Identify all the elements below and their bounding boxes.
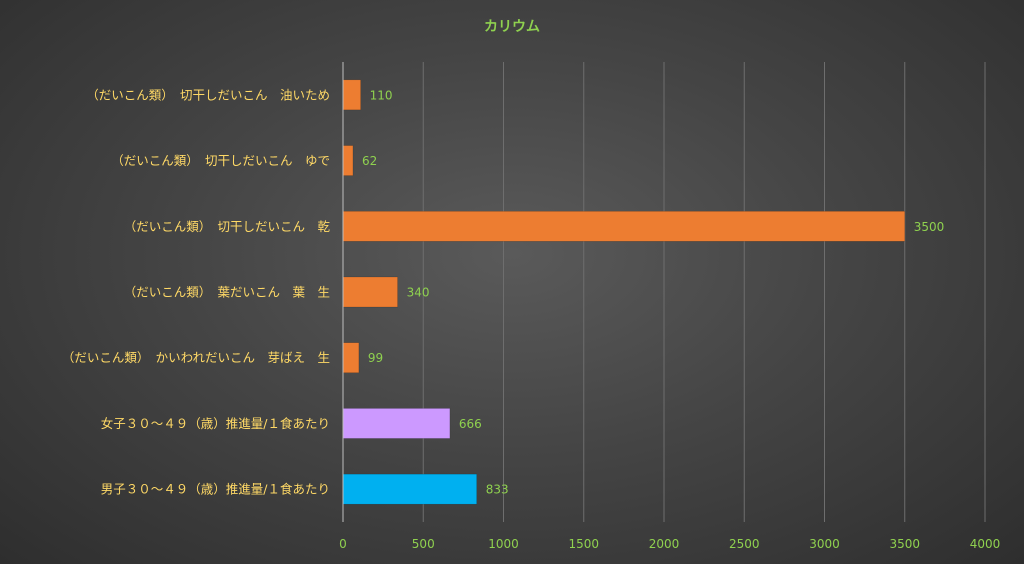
category-label: （だいこん類） 切干しだいこん 乾 bbox=[124, 219, 331, 234]
x-tick-label: 3000 bbox=[809, 537, 840, 551]
bar bbox=[342, 408, 451, 439]
x-tick-label: 0 bbox=[339, 537, 347, 551]
bars bbox=[342, 79, 905, 505]
data-label: 110 bbox=[370, 88, 393, 102]
bar bbox=[342, 342, 360, 373]
category-label: 女子３０～４９（歳）推進量/１食あたり bbox=[101, 416, 330, 431]
data-label: 62 bbox=[362, 154, 377, 168]
data-label: 666 bbox=[459, 417, 482, 431]
data-label: 340 bbox=[407, 286, 430, 300]
category-label: （だいこん類） かいわれだいこん 芽ばえ 生 bbox=[62, 350, 330, 365]
category-label: （だいこん類） 切干しだいこん ゆで bbox=[111, 153, 330, 168]
category-label: （だいこん類） 切干しだいこん 油いため bbox=[86, 87, 330, 102]
x-tick-label: 4000 bbox=[970, 537, 1001, 551]
x-tick-label: 2000 bbox=[649, 537, 680, 551]
category-label: （だいこん類） 葉だいこん 葉 生 bbox=[124, 285, 330, 300]
bar bbox=[342, 79, 361, 111]
category-labels: （だいこん類） 切干しだいこん 油いため （だいこん類） 切干しだいこん ゆで （だ… bbox=[62, 87, 331, 496]
x-tick-label: 3500 bbox=[889, 537, 920, 551]
data-label: 833 bbox=[486, 483, 509, 497]
gridlines bbox=[422, 62, 986, 522]
x-tick-labels: 0 500 1000 1500 2000 2500 3000 3500 4000 bbox=[339, 537, 1000, 551]
x-tick-label: 500 bbox=[412, 537, 435, 551]
bar bbox=[342, 145, 354, 176]
data-label: 3500 bbox=[914, 220, 945, 234]
bar bbox=[342, 211, 905, 242]
x-tick-label: 1500 bbox=[568, 537, 599, 551]
bar bbox=[342, 276, 398, 308]
category-label: 男子３０～４９（歳）推進量/１食あたり bbox=[101, 482, 330, 497]
data-labels: 110 62 3500 340 99 666 833 bbox=[362, 88, 944, 496]
x-tick-label: 1000 bbox=[488, 537, 519, 551]
bar bbox=[342, 473, 477, 505]
data-label: 99 bbox=[368, 351, 383, 365]
x-tick-label: 2500 bbox=[729, 537, 760, 551]
chart-title: カリウム bbox=[484, 19, 540, 35]
